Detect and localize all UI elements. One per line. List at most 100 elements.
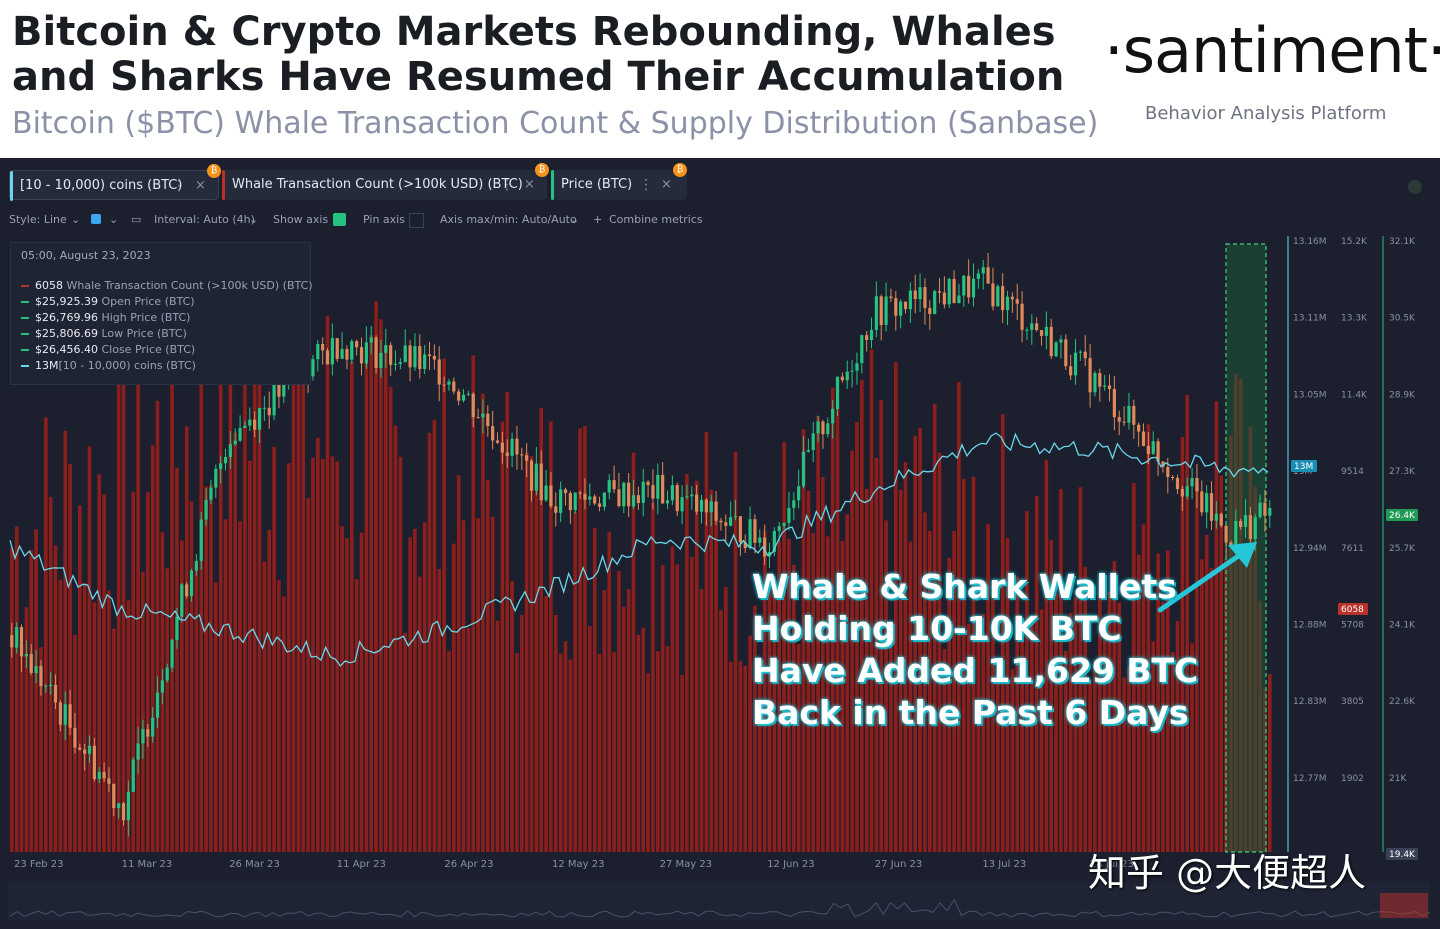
y-tick-label: 5708	[1341, 621, 1364, 631]
candle-body	[379, 352, 383, 368]
candle-body	[913, 290, 917, 300]
minimap-selection[interactable]	[1380, 893, 1428, 918]
candle-body	[889, 296, 893, 299]
whale-tx-bar	[1030, 624, 1034, 852]
whale-tx-bar	[602, 590, 607, 852]
whale-tx-bar	[894, 361, 898, 852]
candle-body	[806, 450, 810, 452]
chevron-down-icon[interactable]: ⌄	[249, 213, 259, 226]
whale-tx-bar	[272, 446, 276, 852]
candle-body	[1146, 446, 1150, 454]
candle-body	[92, 745, 96, 780]
candle-body	[34, 666, 38, 673]
whale-tx-bar	[991, 585, 995, 852]
whale-tx-bar	[1141, 524, 1146, 852]
whale-tx-bar	[738, 661, 743, 852]
whale-tx-bar	[461, 520, 466, 852]
close-icon[interactable]: ×	[661, 177, 672, 192]
candle-body	[44, 685, 48, 687]
candle-body	[520, 454, 524, 456]
whale-tx-bar	[505, 392, 509, 852]
chevron-down-icon[interactable]: ⌄	[71, 213, 81, 226]
logo-tagline: Behavior Analysis Platform	[1145, 103, 1387, 124]
whale-tx-bar	[257, 369, 262, 852]
candle-body	[1001, 286, 1005, 311]
santiment-logo: ·santiment·	[1104, 14, 1440, 87]
candle-body	[243, 425, 247, 428]
candle-body	[894, 298, 898, 316]
calendar-icon: ▭	[131, 213, 142, 226]
y-tick-label: 12.88M	[1293, 621, 1327, 631]
candle-body	[1258, 502, 1262, 517]
whale-tx-bar	[78, 505, 82, 852]
y-tick-label: 13.11M	[1293, 314, 1327, 324]
axis-maxmin-dropdown[interactable]: Axis max/min: Auto/Auto	[440, 213, 577, 226]
whale-tx-bar	[102, 494, 106, 852]
whale-tx-bar	[758, 677, 762, 852]
close-icon[interactable]: ×	[195, 178, 206, 193]
style-dropdown[interactable]: Style: Line	[9, 213, 67, 226]
candle-body	[646, 481, 650, 485]
candle-body	[1209, 493, 1214, 521]
metric-chip-price[interactable]: Price (BTC) ⋮ × ₿	[551, 163, 687, 200]
y-tick-label: 30.5K	[1389, 314, 1416, 324]
x-tick-label: 12 May 23	[552, 859, 604, 870]
candle-body	[908, 290, 912, 310]
metric-chip-supply[interactable]: [10 - 10,000) coins (BTC) ⋮ × ₿	[9, 164, 221, 201]
whale-tx-bar	[1049, 540, 1053, 852]
interval-dropdown[interactable]: Interval: Auto (4h)	[154, 213, 255, 226]
whale-tx-bar	[767, 573, 772, 852]
watermark: 知乎 @大便超人	[1088, 851, 1367, 895]
whale-tx-bar	[1117, 602, 1121, 852]
candle-body	[729, 517, 733, 526]
whale-tx-bar	[874, 457, 879, 852]
candle-body	[155, 692, 160, 718]
color-swatch[interactable]	[91, 214, 101, 224]
metric-chip-whale-tx[interactable]: Whale Transaction Count (>100k USD) (BTC…	[222, 163, 549, 200]
chevron-down-icon[interactable]: ⌄	[109, 213, 119, 226]
whale-tx-bar	[286, 463, 291, 852]
whale-tx-bar	[971, 476, 976, 852]
y-tick-label: 13.3K	[1341, 314, 1368, 324]
candle-body	[505, 452, 509, 456]
candle-body	[617, 489, 621, 507]
candle-body	[622, 482, 626, 507]
x-tick-label: 27 Jun 23	[875, 859, 922, 870]
candle-body	[1151, 441, 1155, 454]
combine-metrics-button[interactable]: Combine metrics	[609, 213, 703, 226]
candle-body	[68, 704, 72, 728]
whale-tx-bar	[345, 538, 349, 852]
whale-tx-bar	[432, 419, 437, 852]
chip-label: [10 - 10,000) coins (BTC)	[20, 178, 183, 193]
whale-tx-bar	[942, 648, 947, 852]
whale-tx-bar	[957, 382, 961, 852]
y-tick-label: 32.1K	[1389, 237, 1416, 247]
candle-body	[588, 496, 592, 500]
pin-axis-checkbox[interactable]	[409, 213, 424, 228]
whale-tx-bar	[1180, 437, 1185, 852]
candle-body	[403, 345, 407, 363]
whale-tx-bar	[19, 644, 24, 852]
candle-body	[500, 442, 504, 453]
kebab-menu-icon[interactable]: ⋮	[172, 178, 186, 194]
chevron-down-icon[interactable]: ⌄	[570, 213, 580, 226]
kebab-menu-icon[interactable]: ⋮	[500, 177, 514, 193]
close-icon[interactable]: ×	[524, 177, 535, 192]
candle-body	[981, 267, 985, 274]
whale-tx-axis: 15.2K 13.3K 11.4K 9514 7611 5708 3805 1902 6058	[1338, 237, 1368, 784]
kebab-menu-icon[interactable]: ⋮	[639, 177, 653, 193]
tooltip-row: 6058 Whale Transaction Count (>100k USD)…	[21, 279, 313, 292]
whale-tx-bar	[1219, 475, 1223, 852]
candle-body	[933, 291, 937, 315]
candle-body	[1093, 373, 1097, 393]
candle-body	[651, 485, 655, 499]
whale-tx-bar	[937, 452, 942, 852]
candle-body	[578, 492, 582, 494]
whale-tx-bar	[524, 452, 529, 852]
whale-tx-bar	[952, 530, 956, 852]
annotation-arrow	[1157, 545, 1253, 613]
x-tick-label: 12 Jun 23	[767, 859, 814, 870]
whale-tx-bar	[1190, 643, 1194, 852]
whale-tx-bar	[709, 489, 713, 852]
x-tick-label: 23 Feb 23	[14, 859, 64, 870]
